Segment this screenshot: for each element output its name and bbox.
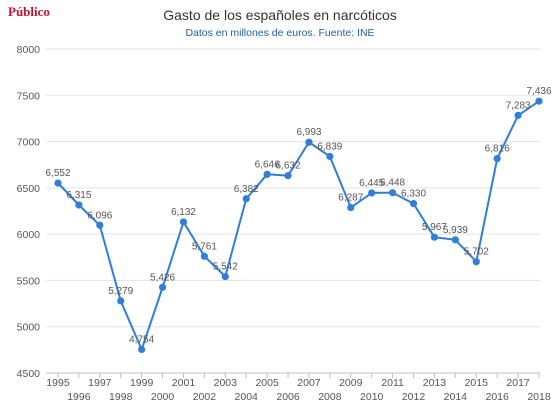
x-tick-label: 2006	[276, 391, 300, 403]
data-label: 6,315	[66, 190, 91, 201]
data-label: 7,283	[506, 100, 531, 111]
data-label: 6,096	[87, 210, 112, 221]
data-point	[472, 258, 480, 266]
x-tick-label: 2011	[381, 377, 404, 389]
data-label: 5,967	[422, 222, 447, 233]
x-tick-label: 2001	[172, 377, 196, 389]
y-tick-label: 6000	[17, 229, 41, 241]
data-point	[96, 221, 104, 229]
y-tick-label: 5000	[17, 322, 41, 334]
y-tick-label: 7000	[17, 137, 41, 149]
data-point	[305, 138, 313, 146]
data-label: 6,646	[255, 159, 280, 170]
data-point	[221, 272, 229, 281]
data-label: 6,382	[234, 184, 259, 195]
x-tick-label: 2015	[465, 377, 489, 389]
data-point	[493, 155, 501, 163]
data-point	[117, 297, 125, 305]
x-tick-label: 2005	[255, 377, 279, 389]
data-label: 6,287	[338, 193, 363, 204]
data-point	[389, 189, 397, 197]
x-tick-label: 2013	[423, 377, 447, 389]
y-tick-label: 8000	[17, 44, 41, 56]
x-tick-label: 2002	[193, 391, 217, 403]
y-tick-label: 5500	[17, 275, 41, 287]
y-tick-label: 7500	[17, 90, 41, 102]
data-point	[138, 345, 146, 354]
y-tick-label: 6500	[17, 183, 41, 195]
x-tick-label: 1999	[130, 377, 154, 389]
data-point	[347, 203, 355, 212]
data-point	[514, 111, 522, 119]
x-tick-label: 2007	[297, 377, 321, 389]
data-point	[284, 172, 292, 180]
data-point	[263, 170, 271, 178]
y-axis: 4500 5000 5500 6000 6500 7000 7500 8000	[17, 44, 41, 380]
x-tick-label: 2009	[339, 377, 363, 389]
data-point	[326, 152, 334, 161]
x-tick-label: 2016	[485, 391, 509, 403]
series-line	[57, 100, 540, 351]
chart-title: Gasto de los españoles en narcóticos	[163, 7, 397, 23]
data-label: 6,993	[296, 127, 321, 138]
x-tick-label: 1998	[109, 391, 133, 403]
data-point	[75, 201, 83, 209]
data-point	[179, 218, 188, 226]
data-label: 5,939	[443, 225, 468, 236]
data-label: 5,761	[192, 241, 217, 252]
series	[54, 97, 543, 354]
x-tick-label: 2010	[360, 391, 384, 403]
data-label: 6,816	[485, 144, 510, 155]
data-label: 6,330	[401, 189, 426, 200]
data-labels: 6,552 6,315 6,096 5,279 4,754 5,426 6,132 5,761…	[45, 86, 551, 345]
data-label: 5,279	[108, 286, 133, 297]
x-tick-label: 2008	[318, 391, 342, 403]
x-tick-label: 2004	[235, 391, 259, 403]
data-label: 5,702	[464, 247, 489, 258]
data-label: 6,632	[276, 161, 301, 172]
data-point	[200, 252, 208, 260]
x-tick-label: 1996	[67, 391, 91, 403]
grid-lines	[46, 48, 540, 374]
data-point	[409, 199, 418, 208]
data-point	[242, 195, 250, 203]
x-tick-label: 2014	[444, 391, 468, 403]
y-tick-label: 4500	[17, 368, 41, 380]
x-tick-label: 1995	[46, 377, 70, 389]
x-tick-label: 2000	[151, 391, 175, 403]
data-point	[158, 283, 167, 291]
data-point	[54, 179, 62, 187]
x-axis: 1995 1996 1997 1998 1999 2000 2001 2002 2003 2004…	[46, 372, 551, 403]
data-label: 5,542	[213, 262, 238, 273]
x-tick-label: 2003	[214, 377, 238, 389]
chart-subtitle: Datos en millones de euros. Fuente: INE	[185, 27, 375, 39]
x-tick-label: 2017	[506, 377, 530, 389]
data-label: 4,754	[129, 334, 154, 345]
x-tick-label: 2012	[402, 391, 426, 403]
data-label: 6,552	[45, 168, 70, 179]
publico-logo: Público	[8, 4, 50, 19]
data-label: 6,445	[359, 178, 384, 189]
data-point	[430, 233, 439, 241]
data-label: 6,132	[171, 207, 196, 218]
data-point	[368, 189, 376, 197]
data-label: 5,426	[150, 272, 175, 283]
data-point	[535, 97, 543, 105]
x-tick-label: 1997	[88, 377, 112, 389]
data-label: 6,839	[317, 141, 342, 152]
data-label: 7,436	[526, 86, 551, 97]
data-point	[451, 236, 459, 244]
data-label: 6,448	[380, 178, 405, 189]
x-tick-label: 2018	[527, 391, 551, 403]
